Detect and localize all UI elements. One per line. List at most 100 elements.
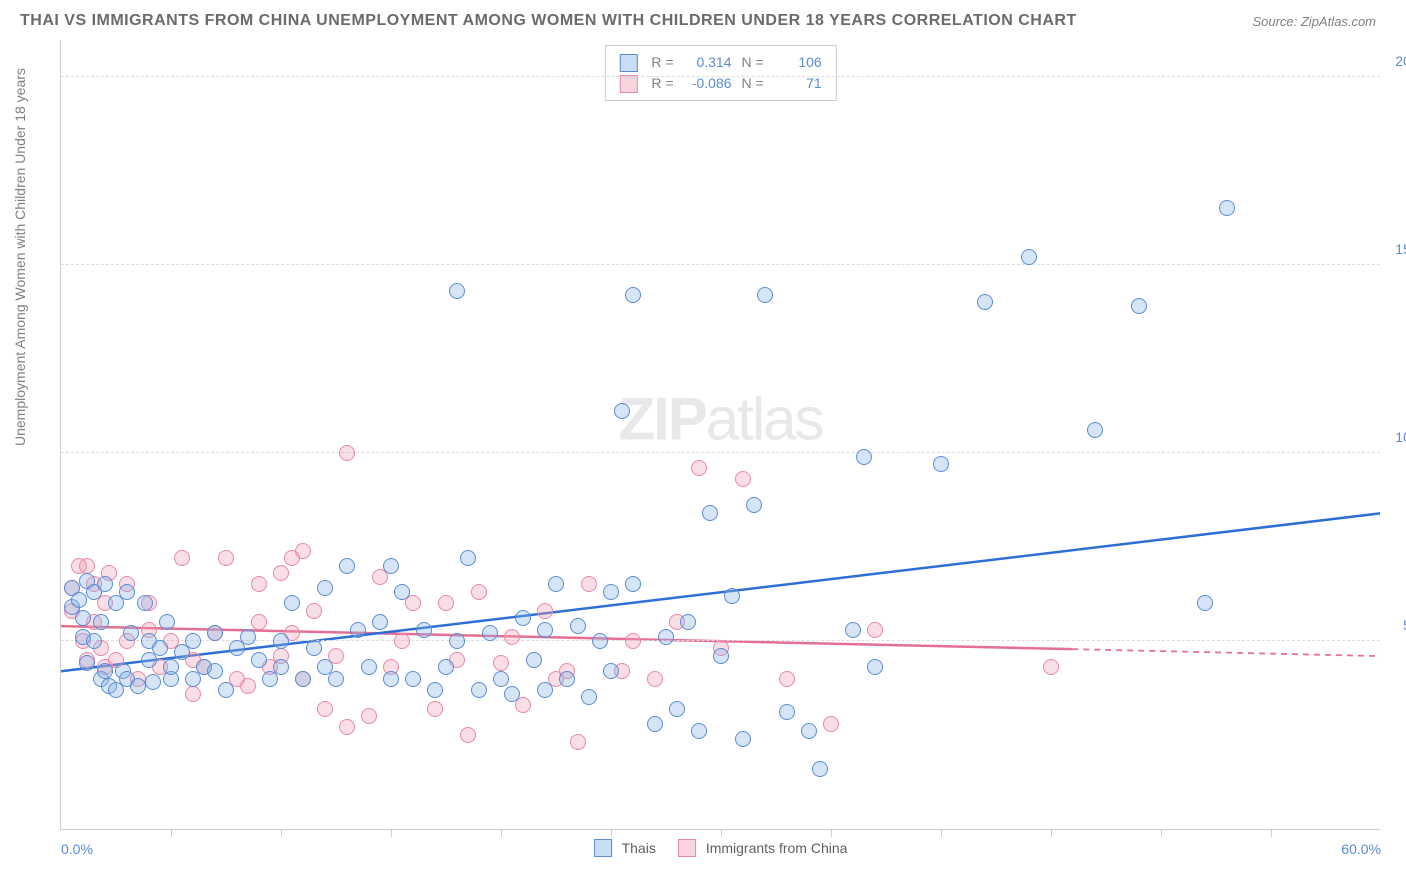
scatter-point (581, 576, 597, 592)
scatter-point (427, 682, 443, 698)
scatter-point (867, 659, 883, 675)
scatter-point (79, 655, 95, 671)
scatter-point (856, 449, 872, 465)
x-tick (721, 829, 722, 837)
scatter-point (647, 716, 663, 732)
scatter-point (295, 543, 311, 559)
scatter-point (317, 701, 333, 717)
scatter-point (427, 701, 443, 717)
correlation-legend: R = 0.314 N = 106 R = -0.086 N = 71 (604, 45, 836, 101)
scatter-point (416, 622, 432, 638)
source-label: Source: ZipAtlas.com (1252, 14, 1376, 29)
scatter-point (691, 723, 707, 739)
scatter-point (372, 614, 388, 630)
scatter-point (240, 678, 256, 694)
scatter-point (702, 505, 718, 521)
scatter-point (119, 584, 135, 600)
scatter-point (240, 629, 256, 645)
scatter-point (471, 682, 487, 698)
scatter-point (977, 294, 993, 310)
scatter-point (273, 565, 289, 581)
scatter-point (801, 723, 817, 739)
scatter-point (97, 663, 113, 679)
y-tick-label: 15.0% (1395, 241, 1406, 257)
y-tick-label: 20.0% (1395, 53, 1406, 69)
scatter-point (493, 671, 509, 687)
scatter-point (185, 633, 201, 649)
gridline (61, 452, 1380, 453)
gridline (61, 264, 1380, 265)
scatter-point (581, 689, 597, 705)
scatter-point (295, 671, 311, 687)
x-tick (611, 829, 612, 837)
scatter-point (515, 610, 531, 626)
scatter-point (933, 456, 949, 472)
scatter-point (691, 460, 707, 476)
scatter-point (449, 633, 465, 649)
scatter-point (251, 576, 267, 592)
scatter-point (537, 603, 553, 619)
x-tick (501, 829, 502, 837)
x-tick (831, 829, 832, 837)
scatter-point (339, 719, 355, 735)
scatter-point (1043, 659, 1059, 675)
r-label: R = (651, 52, 673, 73)
scatter-point (658, 629, 674, 645)
scatter-point (123, 625, 139, 641)
scatter-point (306, 603, 322, 619)
scatter-point (1219, 200, 1235, 216)
scatter-point (603, 584, 619, 600)
scatter-point (812, 761, 828, 777)
scatter-point (482, 625, 498, 641)
gridline (61, 76, 1380, 77)
legend-swatch (678, 839, 696, 857)
scatter-point (779, 671, 795, 687)
x-tick-label: 60.0% (1341, 841, 1381, 857)
scatter-point (284, 595, 300, 611)
scatter-point (218, 682, 234, 698)
scatter-point (207, 625, 223, 641)
scatter-point (394, 633, 410, 649)
chart-title: THAI VS IMMIGRANTS FROM CHINA UNEMPLOYME… (20, 12, 1077, 30)
x-tick-label: 0.0% (61, 841, 93, 857)
scatter-point (460, 550, 476, 566)
scatter-point (548, 576, 564, 592)
scatter-point (757, 287, 773, 303)
scatter-point (845, 622, 861, 638)
x-tick (1051, 829, 1052, 837)
scatter-point (559, 671, 575, 687)
y-axis-label: Unemployment Among Women with Children U… (12, 68, 28, 446)
scatter-point (361, 659, 377, 675)
scatter-point (724, 588, 740, 604)
scatter-point (1131, 298, 1147, 314)
legend-swatch (594, 839, 612, 857)
x-tick (171, 829, 172, 837)
scatter-point (823, 716, 839, 732)
scatter-point (867, 622, 883, 638)
scatter-point (218, 550, 234, 566)
x-tick (1271, 829, 1272, 837)
scatter-point (361, 708, 377, 724)
scatter-point (504, 629, 520, 645)
scatter-point (306, 640, 322, 656)
scatter-point (251, 652, 267, 668)
scatter-point (383, 671, 399, 687)
scatter-point (449, 283, 465, 299)
scatter-point (669, 701, 685, 717)
scatter-point (79, 558, 95, 574)
n-value: 106 (774, 52, 822, 73)
scatter-point (251, 614, 267, 630)
scatter-point (1087, 422, 1103, 438)
scatter-point (328, 671, 344, 687)
scatter-point (438, 659, 454, 675)
scatter-point (339, 558, 355, 574)
scatter-point (570, 734, 586, 750)
scatter-point (383, 558, 399, 574)
watermark: ZIPatlas (618, 384, 822, 453)
y-tick-label: 10.0% (1395, 429, 1406, 445)
scatter-point (603, 663, 619, 679)
scatter-point (1021, 249, 1037, 265)
scatter-point (273, 659, 289, 675)
legend-swatch (619, 75, 637, 93)
scatter-point (207, 663, 223, 679)
